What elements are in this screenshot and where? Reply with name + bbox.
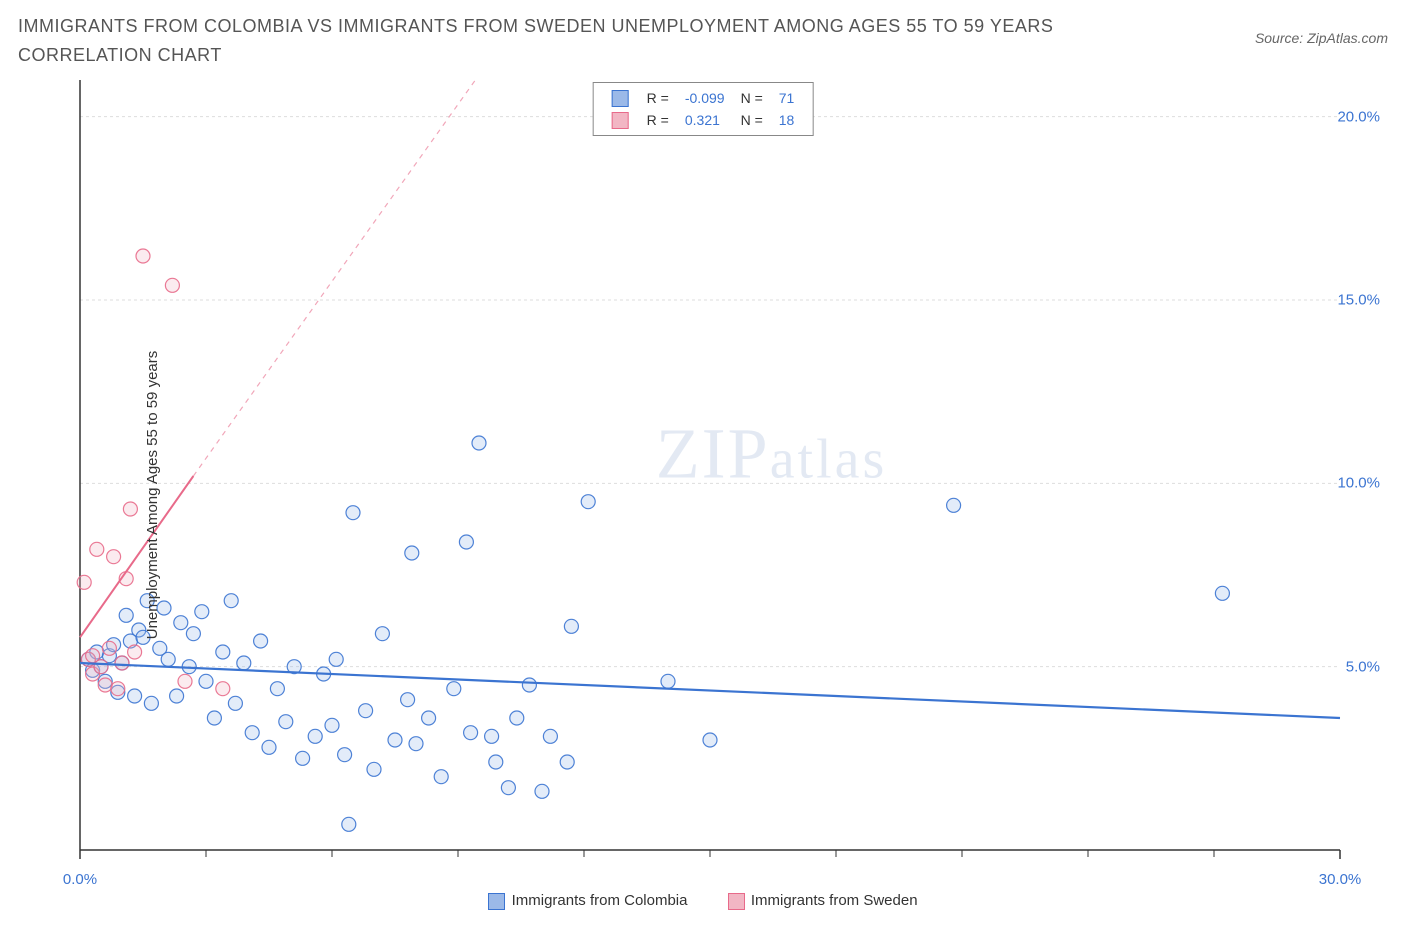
source-credit: Source: ZipAtlas.com <box>1255 30 1388 46</box>
chart-title: IMMIGRANTS FROM COLOMBIA VS IMMIGRANTS F… <box>18 12 1118 70</box>
y-tick-label: 10.0% <box>1337 475 1380 492</box>
y-tick-label: 15.0% <box>1337 292 1380 309</box>
series-swatch-sweden <box>612 112 629 129</box>
legend-swatch-sweden <box>728 893 745 910</box>
bottom-legend: Immigrants from Colombia Immigrants from… <box>18 892 1388 910</box>
R-label: R = <box>639 87 677 109</box>
y-tick-label: 5.0% <box>1346 658 1380 675</box>
R-value-colombia: -0.099 <box>677 87 733 109</box>
stat-row: R = 0.321 N = 18 <box>604 109 803 131</box>
y-tick-label: 20.0% <box>1337 108 1380 125</box>
R-value-sweden: 0.321 <box>677 109 733 131</box>
N-label: N = <box>733 109 771 131</box>
legend-swatch-colombia <box>488 893 505 910</box>
y-axis-label: Unemployment Among Ages 55 to 59 years <box>144 351 161 640</box>
R-label: R = <box>639 109 677 131</box>
x-tick-label: 30.0% <box>1319 871 1362 888</box>
chart-header: IMMIGRANTS FROM COLOMBIA VS IMMIGRANTS F… <box>18 12 1388 72</box>
N-label: N = <box>733 87 771 109</box>
legend-item-sweden: Immigrants from Sweden <box>728 892 918 910</box>
legend-label: Immigrants from Sweden <box>751 892 918 909</box>
correlation-stats-box: R = -0.099 N = 71 R = 0.321 N = 18 <box>593 82 814 136</box>
N-value-sweden: 18 <box>771 109 803 131</box>
series-swatch-colombia <box>612 90 629 107</box>
x-tick-label: 0.0% <box>63 871 97 888</box>
chart-container: Unemployment Among Ages 55 to 59 years Z… <box>18 80 1388 910</box>
stat-row: R = -0.099 N = 71 <box>604 87 803 109</box>
N-value-colombia: 71 <box>771 87 803 109</box>
legend-item-colombia: Immigrants from Colombia <box>488 892 687 910</box>
legend-label: Immigrants from Colombia <box>512 892 688 909</box>
scatter-plot <box>18 80 1388 890</box>
